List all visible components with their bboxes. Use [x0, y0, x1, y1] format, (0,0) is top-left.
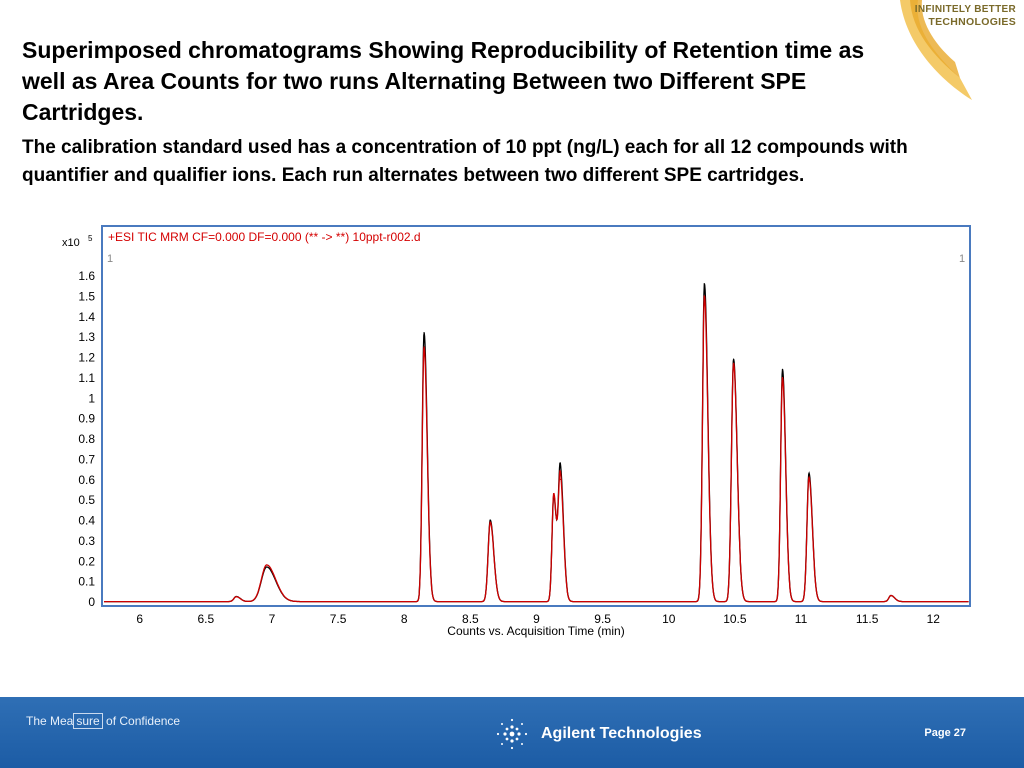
y-tick-label: 0.5 [78, 493, 95, 507]
footer-tagline: The Mea sure of Confidence [26, 713, 180, 729]
peak-apex-marker [235, 596, 237, 598]
peak-apex-marker [781, 368, 784, 370]
chart-header-title: +ESI TIC MRM CF=0.000 DF=0.000 (** -> **… [108, 230, 421, 244]
peak-apex-marker [423, 332, 425, 334]
y-tick-label: 1.2 [78, 351, 95, 365]
tagline-post: of Confidence [102, 714, 181, 728]
badge-line1: INFINITELY BETTER [914, 4, 1016, 15]
peak-apex-marker [553, 493, 555, 495]
brand-name: Agilent Technologies [541, 725, 702, 742]
peak-apex-marker [559, 478, 561, 480]
x-axis-ticks: 6 6.5 7 7.5 8 8.5 9 9.5 10 10.5 11 11.5 12 [136, 612, 940, 626]
y-tick-label: 0.8 [78, 432, 95, 446]
peak-apex-marker [703, 295, 706, 297]
y-tick-label: 0.3 [78, 534, 95, 548]
x-tick-label: 11 [795, 612, 808, 626]
y-tick-label: 0 [88, 595, 95, 609]
y-tick-label: 0.6 [78, 473, 95, 487]
series-line-2 [104, 295, 969, 603]
y-tick-label: 0.7 [78, 452, 95, 466]
peak-apex-marker [808, 476, 810, 478]
peak-apex-marker [890, 594, 892, 597]
x-tick-label: 10.5 [723, 612, 747, 626]
gold-ribbon-icon [900, 0, 972, 100]
agilent-brand: Agilent Technologies [493, 715, 702, 753]
y-tick-label: 1.4 [78, 310, 95, 324]
y-tick-label: 1.6 [78, 269, 95, 283]
peak-apex-marker [489, 519, 491, 521]
y-tick-label: 1 [88, 391, 95, 405]
x-tick-label: 9.5 [594, 612, 611, 626]
x-tick-label: 11.5 [856, 612, 879, 626]
chromatogram-chart: +ESI TIC MRM CF=0.000 DF=0.000 (** -> **… [62, 225, 971, 638]
agilent-spark-icon [496, 718, 528, 750]
peak-apex-marker [732, 362, 735, 364]
infinitely-better-badge: INFINITELY BETTER TECHNOLOGIES [900, 0, 1024, 100]
x-tick-label: 8.5 [462, 612, 479, 626]
x-tick-label: 7 [269, 612, 276, 626]
x-axis-label: Counts vs. Acquisition Time (min) [447, 624, 624, 638]
x-tick-label: 7.5 [330, 612, 347, 626]
y-tick-label: 1.1 [78, 371, 95, 385]
peak-apex-marker [732, 358, 735, 360]
peak-apex-marker [489, 521, 491, 523]
peak-apex-marker [266, 566, 268, 568]
slide-subtitle: The calibration standard used has a conc… [22, 137, 908, 186]
x-tick-label: 10 [662, 612, 676, 626]
page-number: Page 27 [924, 727, 966, 739]
peak-apex-marker [781, 376, 784, 379]
corner-label-right: 1 [959, 253, 965, 265]
y-tick-label: 0.2 [78, 554, 95, 568]
y-tick-label: 0.4 [78, 514, 95, 528]
peak-apex-marker [266, 564, 268, 566]
y-multiplier-label: x10 [62, 237, 80, 249]
x-tick-label: 6 [136, 612, 143, 626]
plot-area-frame [101, 225, 971, 607]
x-tick-label: 6.5 [197, 612, 214, 626]
y-tick-label: 1.3 [78, 330, 95, 344]
badge-line2: TECHNOLOGIES [928, 16, 1016, 28]
x-tick-label: 12 [927, 612, 941, 626]
y-exponent-label: 5 [88, 234, 93, 243]
peak-apex-marker [703, 283, 706, 285]
y-tick-label: 0.9 [78, 412, 95, 426]
y-tick-label: 0.1 [78, 575, 95, 589]
peak-apex-marker [808, 472, 810, 474]
footer-bar: The Mea sure of Confidence Agilent Techno… [0, 697, 1024, 768]
tagline-boxed: sure [73, 713, 103, 729]
peak-apex-marker [423, 346, 425, 348]
tagline-pre: The Mea [26, 714, 74, 728]
slide-title: Superimposed chromatograms Showing Repro… [22, 37, 865, 125]
x-tick-label: 9 [533, 612, 540, 626]
y-axis-ticks: 0 0.1 0.2 0.3 0.4 0.5 0.6 0.7 0.8 0.9 1 1.1 1.2 1.3 1.… [78, 269, 95, 609]
corner-label-left: 1 [107, 253, 113, 265]
x-tick-label: 8 [401, 612, 408, 626]
series-lines [104, 283, 969, 603]
y-tick-label: 1.5 [78, 289, 95, 303]
